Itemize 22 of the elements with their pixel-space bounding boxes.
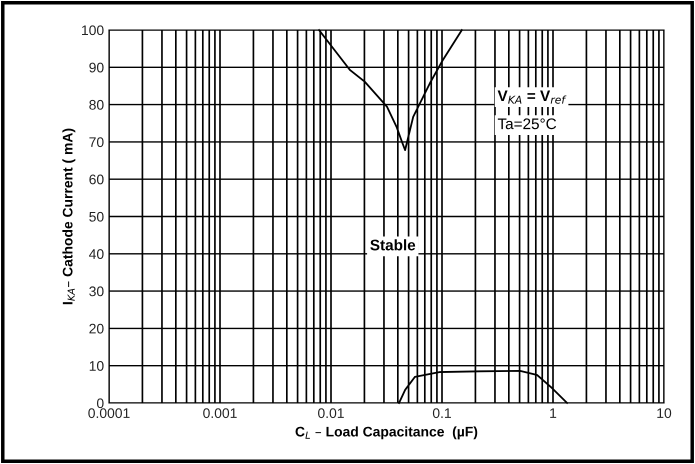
y-tick-label: 10 <box>90 361 104 371</box>
y-tick-label: 30 <box>89 286 104 296</box>
y-axis-title: I$_{KA}$– Cathode Current ( mA) <box>62 128 76 304</box>
x-tick-label: 1 <box>550 408 556 418</box>
annotation: V$_{KA}$ = V$_{ref}$ <box>498 90 566 104</box>
x-tick-label: 0.1 <box>432 408 451 418</box>
annotation: Ta=25°C <box>498 118 556 130</box>
y-tick-label: 0 <box>96 398 104 408</box>
annotation: Stable <box>370 239 416 250</box>
x-tick-label: 0.001 <box>203 408 237 418</box>
y-tick-label: 70 <box>89 137 104 148</box>
x-tick-label: 0.0001 <box>88 408 130 418</box>
y-tick-label: 90 <box>89 62 104 72</box>
y-tick-label: 80 <box>89 100 104 110</box>
y-tick-label: 20 <box>89 324 104 334</box>
y-tick-label: 60 <box>89 174 104 184</box>
x-tick-label: 10 <box>657 408 672 418</box>
y-tick-label: 100 <box>82 25 104 36</box>
x-axis-title: C$_{L}$ – Load Capacitance (µF) <box>296 426 478 440</box>
y-tick-label: 40 <box>89 249 104 259</box>
y-tick-label: 50 <box>89 212 104 222</box>
x-tick-label: 0.01 <box>318 408 344 418</box>
